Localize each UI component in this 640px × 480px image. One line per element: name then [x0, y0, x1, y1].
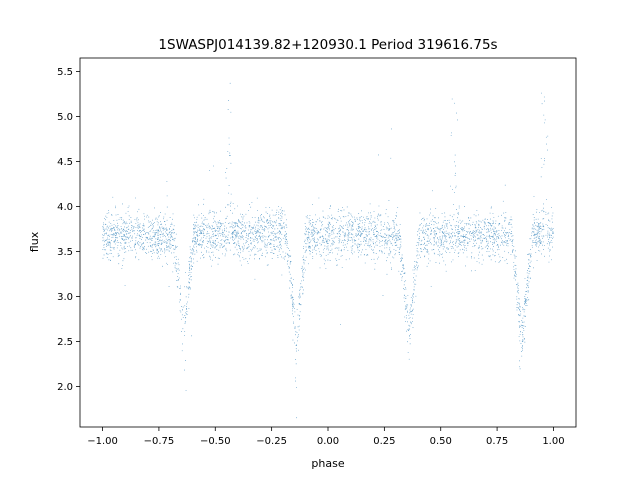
chart-title: 1SWASPJ014139.82+120930.1 Period 319616.… — [158, 37, 497, 53]
y-axis-label: flux — [28, 231, 41, 252]
series-points — [102, 82, 554, 419]
y-tick-label: 3.0 — [57, 292, 73, 303]
x-tick-label: 0.75 — [486, 436, 508, 447]
y-tick-label: 2.0 — [57, 382, 73, 393]
x-tick-label: 1.00 — [542, 436, 564, 447]
y-tick-label: 4.0 — [57, 202, 73, 213]
x-axis: −1.00 −0.75 −0.50 −0.25 0.00 0.25 0.50 0.75 1.00 — [87, 427, 565, 447]
y-axis: 2.0 2.5 3.0 3.5 4.0 4.5 5.0 5.5 — [57, 67, 80, 393]
y-tick-label: 2.5 — [57, 337, 73, 348]
scatter-points — [102, 82, 554, 419]
x-tick-label: 0.25 — [373, 436, 395, 447]
x-tick-label: −0.75 — [144, 436, 175, 447]
x-tick-label: −0.25 — [256, 436, 287, 447]
x-tick-label: −0.50 — [200, 436, 231, 447]
x-tick-label: 0.50 — [430, 436, 452, 447]
x-tick-label: 0.00 — [317, 436, 339, 447]
y-tick-label: 3.5 — [57, 247, 73, 258]
y-tick-label: 5.5 — [57, 67, 73, 78]
x-axis-label: phase — [311, 457, 344, 470]
y-tick-label: 4.5 — [57, 157, 73, 168]
x-tick-label: −1.00 — [87, 436, 118, 447]
y-tick-label: 5.0 — [57, 112, 73, 123]
